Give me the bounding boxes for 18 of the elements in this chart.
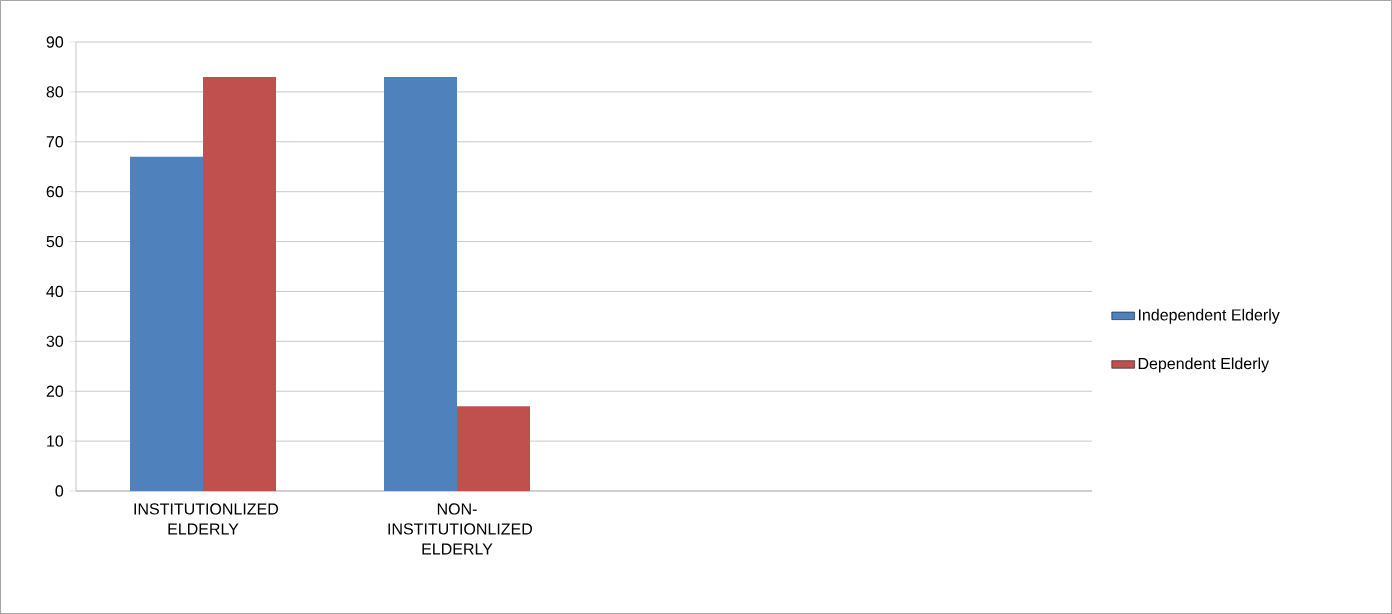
y-tick-label: 40: [46, 285, 64, 298]
bar: [457, 406, 531, 491]
y-tick-label: 90: [46, 36, 64, 48]
y-tick-label: 80: [46, 86, 64, 98]
y-tick-label: 50: [46, 235, 64, 248]
x-tick-label: INSTITUTIONLIZED ELDERLY: [134, 503, 279, 535]
y-tick-label: 60: [46, 186, 64, 198]
y-tick-label: 0: [55, 485, 64, 497]
y-tick-label: 20: [46, 385, 64, 397]
y-tick-label: 10: [47, 435, 64, 447]
legend-label: Dependent Elderly: [1138, 357, 1270, 373]
bar: [384, 76, 457, 491]
bar: [130, 156, 203, 491]
legend-label: Independent Elderly: [1138, 308, 1280, 324]
y-tick-label: 30: [46, 335, 64, 347]
y-tick-label: 70: [46, 136, 64, 148]
bar: [203, 76, 276, 491]
x-tick-label: NON-INSTITUTIONLIZED ELDERLY: [388, 503, 533, 555]
